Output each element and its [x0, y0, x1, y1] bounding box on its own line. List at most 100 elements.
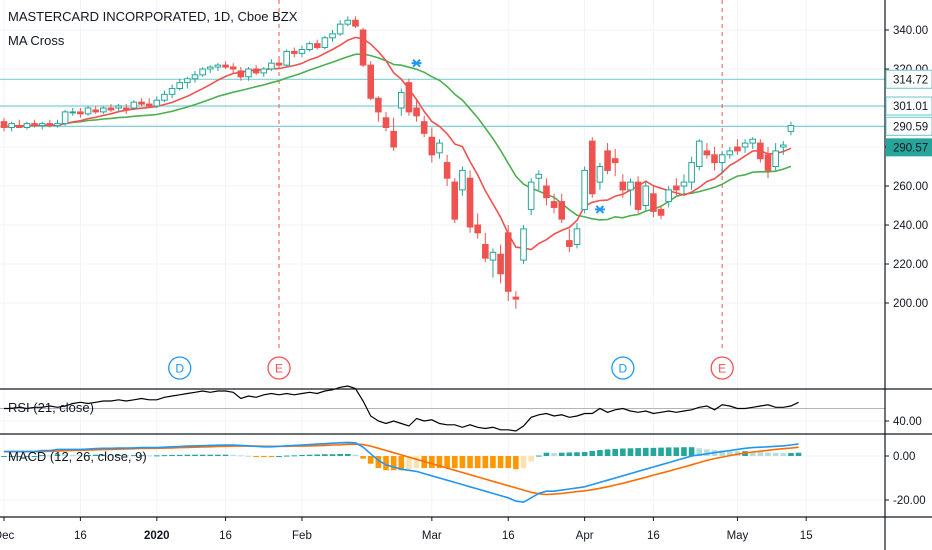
candle[interactable] [46, 119, 54, 128]
candle[interactable] [84, 106, 92, 116]
candle[interactable] [764, 147, 772, 179]
candle[interactable] [474, 213, 481, 239]
candle[interactable] [642, 182, 650, 212]
macd-label[interactable]: MACD (12, 26, close, 9) [8, 449, 147, 464]
candle[interactable] [772, 143, 779, 171]
candle[interactable] [405, 78, 413, 116]
candle[interactable] [38, 121, 46, 130]
candle[interactable] [413, 98, 420, 122]
candle[interactable] [92, 106, 99, 114]
candle[interactable] [69, 108, 77, 116]
indicator-label-ma-cross[interactable]: MA Cross [8, 33, 65, 48]
candle[interactable] [757, 139, 764, 163]
candle[interactable] [153, 96, 161, 108]
dividend-event-marker[interactable]: D [611, 356, 635, 380]
candle[interactable] [336, 20, 344, 36]
candle[interactable] [596, 162, 604, 190]
candle[interactable] [489, 248, 497, 278]
candle[interactable] [306, 41, 313, 52]
candle[interactable] [581, 166, 588, 214]
candle[interactable] [245, 67, 252, 81]
candle[interactable] [527, 178, 535, 216]
candle[interactable] [588, 137, 596, 198]
candle[interactable] [680, 174, 688, 194]
candle[interactable] [420, 115, 428, 138]
rsi-pane[interactable] [0, 385, 885, 432]
candle[interactable] [260, 67, 268, 77]
candle[interactable] [573, 223, 581, 249]
candle[interactable] [168, 84, 176, 99]
candle[interactable] [779, 141, 787, 155]
candle[interactable] [741, 139, 749, 153]
candle[interactable] [688, 156, 695, 190]
candle[interactable] [634, 176, 642, 214]
candle[interactable] [466, 170, 474, 233]
candle[interactable] [566, 228, 573, 253]
dividend-event-marker[interactable]: D [168, 356, 192, 380]
candle[interactable] [107, 104, 115, 112]
candle[interactable] [321, 35, 329, 50]
candle[interactable] [627, 178, 634, 206]
candle[interactable] [749, 137, 757, 149]
candle[interactable] [382, 111, 390, 132]
time-axis[interactable]: Dec 16 2020 16 Feb Mar 16 Apr 16 May 15 [0, 517, 813, 542]
candle[interactable] [375, 96, 382, 122]
candle[interactable] [199, 67, 206, 77]
candle[interactable] [497, 244, 504, 284]
candle[interactable] [176, 78, 184, 91]
candle[interactable] [390, 117, 397, 151]
chart-title[interactable]: MASTERCARD INCORPORATED, 1D, Cboe BZX [8, 9, 298, 24]
candle[interactable] [543, 178, 550, 206]
candle[interactable] [268, 59, 275, 71]
candle[interactable] [100, 106, 107, 114]
candle[interactable] [214, 63, 222, 71]
candle[interactable] [61, 109, 69, 126]
candle[interactable] [665, 186, 672, 208]
candle[interactable] [122, 104, 130, 114]
candle[interactable] [237, 67, 245, 81]
candle[interactable] [283, 49, 290, 68]
candle[interactable] [673, 178, 680, 196]
rsi-label[interactable]: RSI (21, close) [8, 400, 94, 415]
candle[interactable] [520, 225, 527, 264]
candle[interactable] [15, 119, 23, 129]
candle[interactable] [130, 100, 138, 110]
candle[interactable] [23, 121, 31, 130]
candle[interactable] [222, 61, 229, 69]
candle[interactable] [459, 166, 466, 196]
candle[interactable] [726, 147, 734, 159]
candle[interactable] [313, 39, 321, 50]
candle[interactable] [787, 121, 795, 136]
candle[interactable] [657, 205, 665, 220]
candle[interactable] [206, 65, 214, 73]
candle[interactable] [611, 148, 619, 177]
candle[interactable] [191, 70, 199, 83]
candle[interactable] [535, 170, 543, 190]
candle[interactable] [734, 139, 741, 155]
candle[interactable] [504, 225, 512, 302]
candle[interactable] [54, 119, 61, 128]
candle[interactable] [298, 45, 306, 58]
candle[interactable] [352, 16, 359, 29]
candle[interactable] [291, 47, 298, 58]
candle[interactable] [367, 61, 375, 101]
candle[interactable] [115, 104, 122, 112]
candle[interactable] [451, 178, 459, 224]
candle[interactable] [711, 147, 718, 171]
candle[interactable] [482, 232, 489, 263]
candle[interactable] [0, 117, 8, 132]
macd-pane[interactable] [1, 441, 802, 504]
candle[interactable] [436, 139, 443, 159]
candle[interactable] [161, 90, 168, 103]
candle[interactable] [703, 143, 711, 159]
candle[interactable] [8, 121, 15, 132]
candle[interactable] [650, 186, 657, 218]
candle[interactable] [359, 28, 367, 68]
earnings-event-marker[interactable]: E [267, 356, 291, 380]
candle[interactable] [428, 127, 436, 163]
candle[interactable] [604, 143, 611, 175]
candle[interactable] [329, 30, 336, 42]
